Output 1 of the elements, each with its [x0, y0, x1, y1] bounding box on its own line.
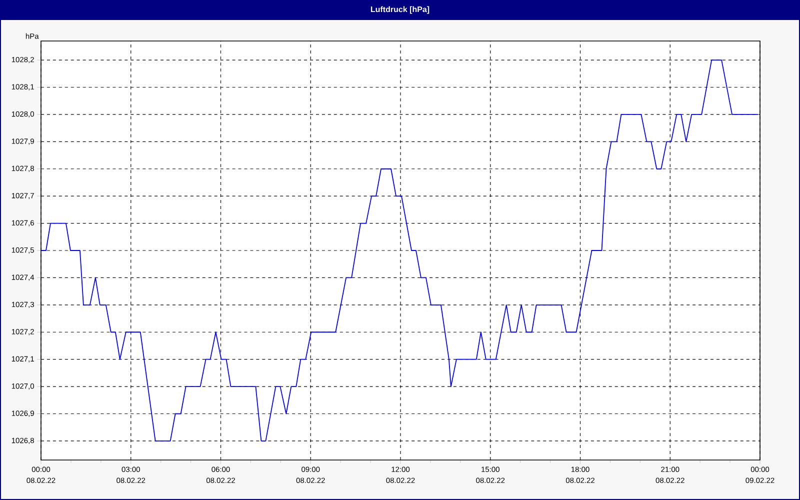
chart-title: Luftdruck [hPa]	[370, 6, 430, 14]
